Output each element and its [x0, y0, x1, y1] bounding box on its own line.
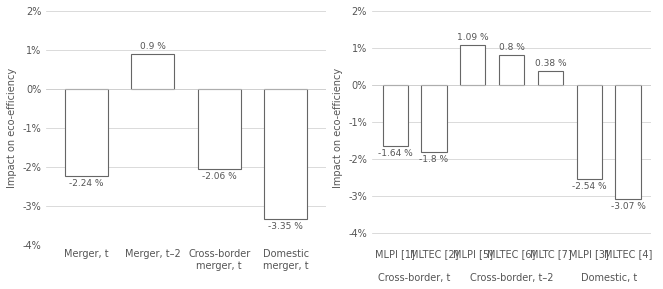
FancyBboxPatch shape: [577, 85, 602, 179]
FancyBboxPatch shape: [422, 85, 447, 152]
Text: -2.54 %: -2.54 %: [572, 182, 607, 191]
FancyBboxPatch shape: [131, 54, 174, 89]
Text: -2.24 %: -2.24 %: [69, 179, 103, 188]
Text: 0.9 %: 0.9 %: [140, 42, 166, 51]
Text: Domestic, t: Domestic, t: [581, 273, 636, 284]
FancyBboxPatch shape: [499, 55, 524, 85]
Text: 1.09 %: 1.09 %: [457, 33, 489, 42]
Text: -1.64 %: -1.64 %: [378, 149, 412, 158]
Text: Cross-border, t–2: Cross-border, t–2: [470, 273, 554, 284]
FancyBboxPatch shape: [383, 85, 408, 146]
FancyBboxPatch shape: [264, 89, 308, 219]
Text: -3.07 %: -3.07 %: [611, 202, 646, 211]
FancyBboxPatch shape: [460, 45, 485, 85]
Text: -3.35 %: -3.35 %: [269, 222, 303, 231]
Text: -1.8 %: -1.8 %: [420, 155, 449, 164]
Text: 0.38 %: 0.38 %: [534, 59, 566, 68]
FancyBboxPatch shape: [64, 89, 108, 176]
Text: Cross-border, t: Cross-border, t: [379, 273, 451, 284]
Text: -2.06 %: -2.06 %: [202, 172, 237, 181]
Y-axis label: Impact on eco-efficiency: Impact on eco-efficiency: [333, 68, 343, 188]
FancyBboxPatch shape: [538, 71, 563, 85]
FancyBboxPatch shape: [615, 85, 640, 199]
FancyBboxPatch shape: [198, 89, 241, 169]
Y-axis label: Impact on eco-efficiency: Impact on eco-efficiency: [7, 68, 17, 188]
Text: 0.8 %: 0.8 %: [499, 43, 524, 53]
